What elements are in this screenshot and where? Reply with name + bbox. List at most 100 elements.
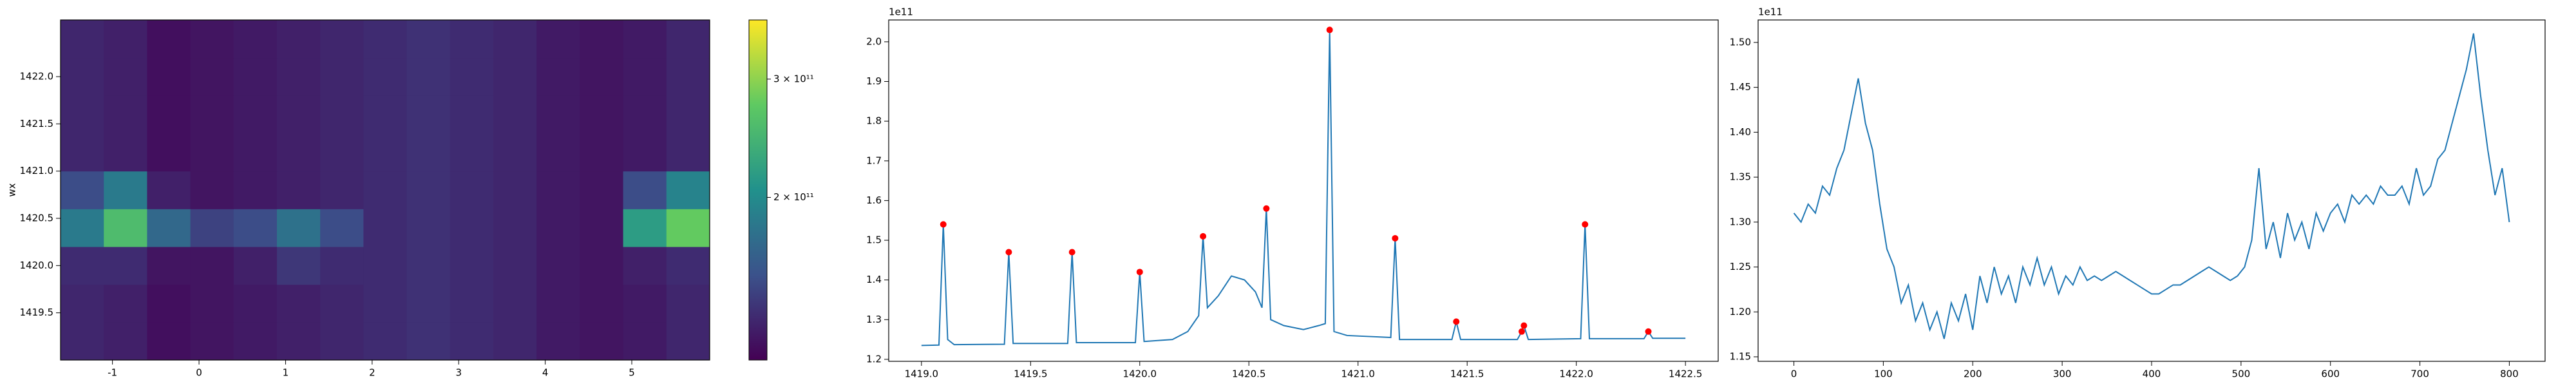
heatmap-cell	[623, 95, 667, 134]
peak-marker	[1645, 328, 1652, 335]
peak-marker	[1453, 318, 1460, 325]
heatmap-cell	[450, 171, 494, 209]
heatmap-cell	[666, 284, 710, 323]
heatmap-cell	[493, 247, 537, 285]
heatmap-cell	[277, 322, 321, 361]
y-tick-label: 1421.0	[20, 165, 54, 176]
y-tick-label: 1.5	[866, 234, 882, 246]
heatmap-cell	[666, 247, 710, 285]
heatmap-cell	[104, 322, 147, 361]
heatmap-cell	[147, 209, 191, 247]
y-tick-label: 1420.5	[20, 213, 54, 224]
heatmap-cell	[61, 171, 104, 209]
heatmap-cell	[277, 95, 321, 134]
peak-marker	[1263, 205, 1270, 212]
heatmap-cell	[536, 133, 580, 172]
y-tick-label: 1.3	[866, 314, 882, 325]
y-offset-label: 1e11	[889, 6, 913, 18]
heatmap-cell	[190, 95, 234, 134]
heatmap-cell	[320, 284, 364, 323]
x-tick-label: 300	[2053, 368, 2072, 380]
heatmap-cell	[277, 247, 321, 285]
heatmap-cell	[666, 171, 710, 209]
heatmap-cell	[104, 95, 147, 134]
heatmap-cell	[233, 20, 278, 59]
heatmap-cell	[580, 95, 624, 134]
heatmap-cell	[104, 247, 147, 285]
x-tick-label: 600	[2321, 368, 2340, 380]
heatmap-cell	[363, 209, 408, 247]
heatmap-cell	[666, 57, 710, 96]
heatmap-cell	[450, 57, 494, 96]
heatmap-cell	[450, 209, 494, 247]
x-tick-label: 800	[2500, 368, 2519, 380]
heatmap-cell	[536, 95, 580, 134]
peak-marker	[1005, 249, 1012, 256]
heatmap-cell	[580, 322, 624, 361]
heatmap-cell	[233, 95, 278, 134]
heatmap-cell	[450, 95, 494, 134]
heatmap-cell	[277, 209, 321, 247]
y-tick-label: 1420.0	[20, 260, 54, 271]
heatmap-cell	[493, 133, 537, 172]
heatmap-cell	[190, 247, 234, 285]
heatmap-cell	[406, 284, 451, 323]
heatmap-cell	[450, 284, 494, 323]
heatmap-cell	[450, 133, 494, 172]
x-tick-label: 4	[542, 367, 549, 379]
heatmap-cell	[623, 322, 667, 361]
heatmap-cell	[580, 20, 624, 59]
peak-marker	[1068, 249, 1075, 256]
heatmap-cell	[363, 284, 408, 323]
peak-marker	[1392, 234, 1399, 242]
heatmap-cell	[320, 171, 364, 209]
x-tick-label: 400	[2143, 368, 2161, 380]
heatmap-cell	[190, 209, 234, 247]
peak-marker	[1582, 221, 1589, 228]
heatmap-cell	[61, 209, 104, 247]
heatmap-cell	[61, 322, 104, 361]
heatmap-cell	[104, 209, 147, 247]
heatmap-cell	[61, 284, 104, 323]
heatmap-cell	[147, 133, 191, 172]
heatmap-cell	[320, 247, 364, 285]
x-tick-label: 2	[369, 367, 375, 379]
heatmap-cell	[190, 322, 234, 361]
heatmap-cell	[147, 57, 191, 96]
heatmap-cell	[536, 171, 580, 209]
heatmap-cell	[623, 209, 667, 247]
y-tick-label: 1.45	[1730, 81, 1751, 93]
x-tick-label: -1	[108, 367, 117, 379]
colorbar-tick-label: 2 × 10¹¹	[773, 191, 814, 203]
heatmap-cell	[666, 209, 710, 247]
x-tick-label: 0	[196, 367, 202, 379]
heatmap-cell	[406, 322, 451, 361]
data-line	[1793, 33, 2510, 339]
y-tick-label: 1.50	[1730, 36, 1751, 48]
heatmap-cell	[320, 57, 364, 96]
heatmap-cell	[536, 57, 580, 96]
y-tick-label: 1419.5	[20, 307, 54, 318]
heatmap-cell	[147, 20, 191, 59]
heatmap-cell	[363, 20, 408, 59]
heatmap-cell	[147, 171, 191, 209]
peak-marker	[1200, 232, 1207, 240]
heatmap-cell	[580, 209, 624, 247]
heatmap-cell	[580, 284, 624, 323]
y-tick-label: 1.4	[866, 274, 882, 285]
x-tick-label: 1419.0	[905, 368, 939, 380]
peak-marker	[1520, 322, 1528, 329]
heatmap-cell	[666, 133, 710, 172]
heatmap-cell	[406, 57, 451, 96]
heatmap-cell	[406, 171, 451, 209]
heatmap-cell	[147, 95, 191, 134]
heatmap-cell	[406, 20, 451, 59]
y-tick-label: 1.30	[1730, 216, 1751, 227]
axes-frame	[1757, 19, 2546, 362]
heatmap-cell	[190, 20, 234, 59]
y-tick-label: 2.0	[866, 35, 882, 47]
heatmap-cell	[320, 209, 364, 247]
heatmap-cell	[406, 95, 451, 134]
heatmap-cell	[623, 20, 667, 59]
